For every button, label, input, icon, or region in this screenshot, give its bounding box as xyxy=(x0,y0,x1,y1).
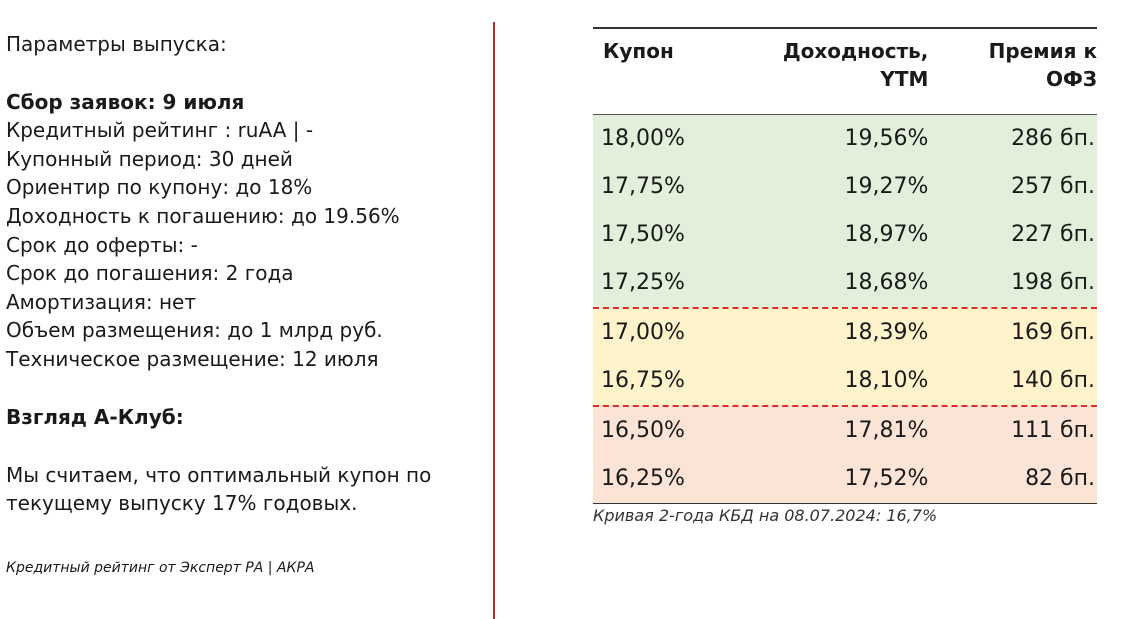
cell-coupon: 16,75% xyxy=(601,368,685,393)
table-row: 16,25% 17,52% 82 бп. xyxy=(593,454,1097,503)
param-line: Срок до оферты: - xyxy=(6,232,198,257)
header-coupon: Купон xyxy=(603,38,674,63)
cell-ytm: 17,52% xyxy=(844,466,929,491)
cell-coupon: 16,25% xyxy=(601,466,685,491)
table-header: Купон Доходность, YTM Премия к ОФЗ xyxy=(593,29,1097,114)
view-title: Взгляд А-Клуб: xyxy=(6,404,184,429)
opinion-line: текущему выпуску 17% годовых. xyxy=(6,491,358,516)
cell-premium: 227 бп. xyxy=(1011,222,1095,247)
rating-footnote: Кредитный рейтинг от Эксперт РА | АКРА xyxy=(6,559,315,576)
param-line: Техническое размещение: 12 июля xyxy=(6,346,379,371)
cell-premium: 198 бп. xyxy=(1011,270,1095,295)
cell-coupon: 17,00% xyxy=(601,320,685,345)
table-top-rule xyxy=(593,27,1097,29)
table-caption: Кривая 2-года КБД на 08.07.2024: 16,7% xyxy=(593,506,938,525)
cell-coupon: 18,00% xyxy=(601,126,685,151)
param-line: Доходность к погашению: до 19.56% xyxy=(6,203,400,228)
cell-coupon: 17,75% xyxy=(601,174,685,199)
header-ytm: Доходность, YTM xyxy=(745,37,929,114)
cell-ytm: 18,10% xyxy=(844,368,929,393)
param-line: Ориентир по купону: до 18% xyxy=(6,175,313,200)
param-line: Срок до погашения: 2 года xyxy=(6,261,294,286)
cell-coupon: 17,50% xyxy=(601,222,685,247)
cell-coupon: 17,25% xyxy=(601,270,685,295)
cell-ytm: 17,81% xyxy=(844,418,929,443)
params-title: Параметры выпуска: xyxy=(6,32,227,56)
header-ytm-line: Доходность, xyxy=(782,38,929,63)
table-row: 17,75% 19,27% 257 бп. xyxy=(593,162,1097,211)
cell-ytm: 18,68% xyxy=(844,270,929,295)
cell-premium: 111 бп. xyxy=(1011,418,1095,443)
header-premium-line: ОФЗ xyxy=(1045,66,1098,91)
table-row: 17,50% 18,97% 227 бп. xyxy=(593,210,1097,259)
param-line: Амортизация: нет xyxy=(6,289,197,314)
opinion-text: Мы считаем, что оптимальный купон по тек… xyxy=(6,461,486,518)
params-list: Кредитный рейтинг : ruAA | - Купонный пе… xyxy=(6,116,486,373)
header-premium-line: Премия к xyxy=(988,38,1098,63)
opinion-line: Мы считаем, что оптимальный купон по xyxy=(6,462,432,487)
table-header-rule xyxy=(593,113,1097,115)
vertical-divider xyxy=(493,22,495,619)
table-row: 18,00% 19,56% 286 бп. xyxy=(593,114,1097,163)
table-row: 16,75% 18,10% 140 бп. xyxy=(593,356,1097,405)
cell-premium: 82 бп. xyxy=(1025,466,1095,491)
cell-ytm: 19,56% xyxy=(844,126,929,151)
cell-premium: 140 бп. xyxy=(1011,368,1095,393)
param-line: Купонный период: 30 дней xyxy=(6,146,293,171)
param-line: Объем размещения: до 1 млрд руб. xyxy=(6,318,383,343)
cell-premium: 286 бп. xyxy=(1011,126,1095,151)
cell-ytm: 18,39% xyxy=(844,320,929,345)
cell-coupon: 16,50% xyxy=(601,418,685,443)
table-bottom-rule xyxy=(593,502,1097,504)
table-row: 17,00% 18,39% 169 бп. xyxy=(593,306,1097,357)
header-premium: Премия к ОФЗ xyxy=(928,37,1097,114)
header-ytm-line: YTM xyxy=(880,66,929,91)
issue-parameters-panel: Параметры выпуска: Сбор заявок: 9 июля К… xyxy=(6,30,486,576)
table-row: 16,50% 17,81% 111 бп. xyxy=(593,404,1097,455)
cell-ytm: 19,27% xyxy=(844,174,929,199)
table-row: 17,25% 18,68% 198 бп. xyxy=(593,258,1097,307)
param-line: Кредитный рейтинг : ruAA | - xyxy=(6,118,314,143)
collection-date: Сбор заявок: 9 июля xyxy=(6,89,245,114)
cell-premium: 169 бп. xyxy=(1011,320,1095,345)
cell-premium: 257 бп. xyxy=(1011,174,1095,199)
cell-ytm: 18,97% xyxy=(844,222,929,247)
coupon-table: Купон Доходность, YTM Премия к ОФЗ 18,00… xyxy=(593,27,1097,525)
